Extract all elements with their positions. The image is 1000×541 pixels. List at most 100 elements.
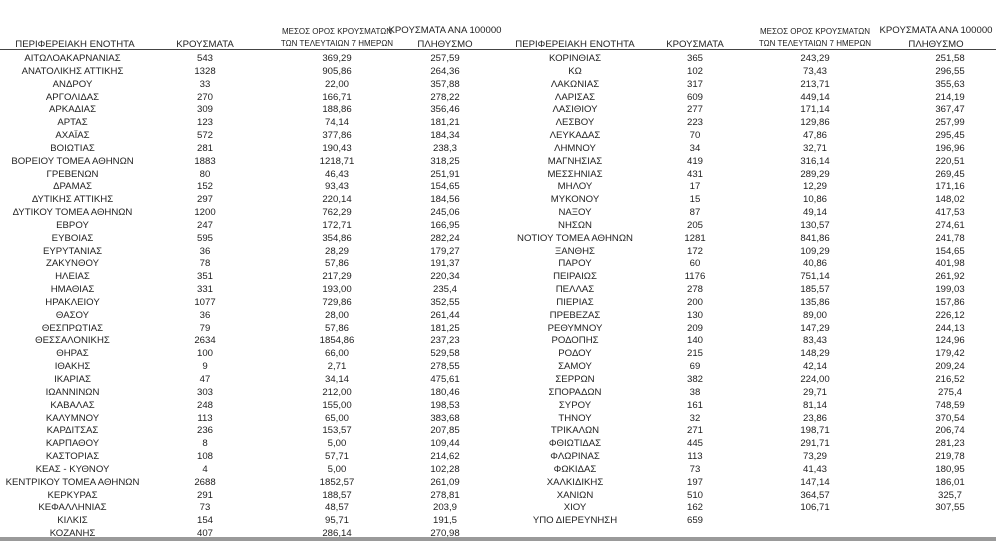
cases-value: 8: [202, 438, 208, 450]
table-row: ΤΗΝΟΥ 32 23,86 370,54: [0, 412, 1000, 425]
region-name: ΝΗΣΩΝ: [558, 219, 592, 231]
per-100k-value: 296,55: [935, 65, 965, 77]
per-100k-value: 237,23: [430, 335, 460, 347]
per-100k-value: 179,27: [430, 245, 460, 257]
region-name: ΦΘΙΩΤΙΔΑΣ: [548, 438, 602, 450]
per-100k-value: 257,59: [430, 53, 460, 64]
per-100k-value: 181,21: [430, 117, 460, 129]
per-100k-value: 203,9: [432, 502, 457, 514]
header-avg-right-1: ΜΕΣΟΣ ΟΡΟΣ ΚΡΟΥΣΜΑΤΩΝ: [759, 27, 871, 36]
cases-value: 47: [199, 374, 211, 385]
region-name: ΘΑΣΟΥ: [55, 309, 90, 321]
region-name: ΗΡΑΚΛΕΙΟΥ: [45, 296, 100, 308]
region-name: ΚΩ: [568, 65, 582, 77]
header-rule: [0, 49, 996, 50]
region-name: ΧΙΟΥ: [563, 502, 587, 514]
cases-value: 281: [196, 142, 213, 154]
avg-7day-value: 1218,71: [319, 155, 355, 167]
region-name: ΠΙΕΡΙΑΣ: [556, 296, 594, 308]
region-name: ΑΙΤΩΛΟΑΚΑΡΝΑΝΙΑΣ: [24, 53, 121, 64]
region-name: ΑΝΔΡΟΥ: [52, 78, 93, 90]
region-name: ΛΕΥΚΑΔΑΣ: [549, 130, 601, 142]
per-100k-value: 238,3: [432, 142, 457, 154]
table-row: ΜΥΚΟΝΟΥ 15 10,86 148,02: [0, 193, 1000, 206]
per-100k-value: 179,42: [935, 348, 965, 360]
avg-7day-value: 28,00: [324, 309, 349, 321]
avg-7day-value: 57,86: [324, 322, 349, 334]
avg-7day-value: 83,43: [802, 335, 827, 347]
per-100k-value: 214,19: [935, 91, 965, 103]
cases-value: 303: [196, 386, 213, 398]
region-name: ΜΥΚΟΝΟΥ: [550, 194, 600, 206]
table-row: ΑΝΑΤΟΛΙΚΗΣ ΑΤΤΙΚΗΣ 1328 905,86 264,36: [0, 65, 1000, 78]
region-name: ΑΡΓΟΛΙΔΑΣ: [45, 91, 100, 103]
cases-value: 154: [196, 515, 213, 527]
region-name: ΗΛΕΙΑΣ: [55, 271, 90, 283]
region-name: ΚΑΣΤΟΡΙΑΣ: [45, 451, 100, 463]
region-name: ΝΟΤΙΟΥ ΤΟΜΕΑ ΑΘΗΝΩΝ: [517, 232, 633, 244]
avg-7day-value: 449,14: [800, 91, 830, 103]
per-100k-value: 241,78: [935, 232, 965, 244]
avg-7day-value: 193,00: [322, 284, 352, 296]
avg-7day-value: 109,29: [800, 245, 830, 257]
table-row: ΥΠΟ ΔΙΕΡΕΥΝΗΣΗ 659: [0, 514, 1000, 527]
per-100k-value: 264,36: [430, 65, 460, 77]
per-100k-value: 295,45: [935, 130, 965, 142]
avg-7day-value: 2,71: [327, 361, 347, 373]
cases-value: 161: [686, 399, 703, 411]
per-100k-value: 270,98: [430, 528, 460, 540]
per-100k-value: 186,01: [935, 476, 965, 488]
table-row: ΛΑΡΙΣΑΣ 609 449,14 214,19: [0, 91, 1000, 104]
table-row: ΗΛΕΙΑΣ 351 217,29 220,34: [0, 270, 1000, 283]
per-100k-value: 274,61: [935, 219, 965, 231]
per-100k-value: 154,65: [935, 245, 965, 257]
table-row: ΚΑΡΔΙΤΣΑΣ 236 153,57 207,85: [0, 424, 1000, 437]
bottom-border: [0, 537, 996, 541]
table-row: ΘΑΣΟΥ 36 28,00 261,44: [0, 309, 1000, 322]
per-100k-value: 184,56: [430, 194, 460, 206]
region-name: ΤΗΝΟΥ: [558, 412, 592, 424]
region-name: ΙΩΑΝΝΙΝΩΝ: [45, 386, 100, 398]
cases-value: 17: [689, 181, 701, 193]
avg-7day-value: 166,71: [322, 91, 352, 103]
table-row: ΑΙΤΩΛΟΑΚΑΡΝΑΝΙΑΣ 543 369,29 257,59: [0, 52, 1000, 65]
table-row: ΚΟΡΙΝΘΙΑΣ 365 243,29 251,58: [0, 52, 1000, 65]
avg-7day-value: 905,86: [322, 65, 352, 77]
cases-value: 431: [686, 168, 703, 180]
region-name: ΦΛΩΡΙΝΑΣ: [550, 451, 600, 463]
per-100k-value: 180,46: [430, 386, 460, 398]
avg-7day-value: 74,14: [324, 117, 349, 129]
table-row: ΝΑΞΟΥ 87 49,14 417,53: [0, 206, 1000, 219]
avg-7day-value: 40,86: [802, 258, 827, 270]
per-100k-value: 184,34: [430, 130, 460, 142]
cases-value: 1077: [194, 296, 216, 308]
region-name: ΝΑΞΟΥ: [558, 207, 592, 219]
cases-value: 33: [199, 78, 211, 90]
per-100k-value: 207,85: [430, 425, 460, 437]
header-cases-right: ΚΡΟΥΣΜΑΤΑ: [666, 39, 724, 50]
per-100k-value: 220,51: [935, 155, 965, 167]
table-row: ΚΕΡΚΥΡΑΣ 291 188,57 278,81: [0, 489, 1000, 502]
table-row: ΠΕΛΛΑΣ 278 185,57 199,03: [0, 283, 1000, 296]
cases-value: 278: [686, 284, 703, 296]
table-row: ΒΟΡΕΙΟΥ ΤΟΜΕΑ ΑΘΗΝΩΝ 1883 1218,71 318,25: [0, 155, 1000, 168]
region-name: ΚΙΛΚΙΣ: [57, 515, 88, 527]
per-100k-value: 261,09: [430, 476, 460, 488]
per-100k-value: 261,92: [935, 271, 965, 283]
table-row: ΡΟΔΟΥ 215 148,29 179,42: [0, 347, 1000, 360]
avg-7day-value: 364,57: [800, 489, 830, 501]
table-row: ΓΡΕΒΕΝΩΝ 80 46,43 251,91: [0, 168, 1000, 181]
table-row: ΜΕΣΣΗΝΙΑΣ 431 289,29 269,45: [0, 168, 1000, 181]
per-100k-value: 245,06: [430, 207, 460, 219]
avg-7day-value: 129,86: [800, 117, 830, 129]
avg-7day-value: 5,00: [327, 438, 347, 450]
avg-7day-value: 95,71: [324, 515, 349, 527]
cases-value: 113: [687, 451, 703, 463]
cases-value: 36: [199, 309, 211, 321]
per-100k-value: 219,78: [935, 451, 965, 463]
region-name: ΚΑΡΔΙΤΣΑΣ: [46, 425, 99, 437]
table-row: ΑΧΑΪΑΣ 572 377,86 184,34: [0, 129, 1000, 142]
table-row: ΒΟΙΩΤΙΑΣ 281 190,43 238,3: [0, 142, 1000, 155]
avg-7day-value: 1854,86: [319, 335, 355, 347]
cases-value: 130: [686, 309, 703, 321]
